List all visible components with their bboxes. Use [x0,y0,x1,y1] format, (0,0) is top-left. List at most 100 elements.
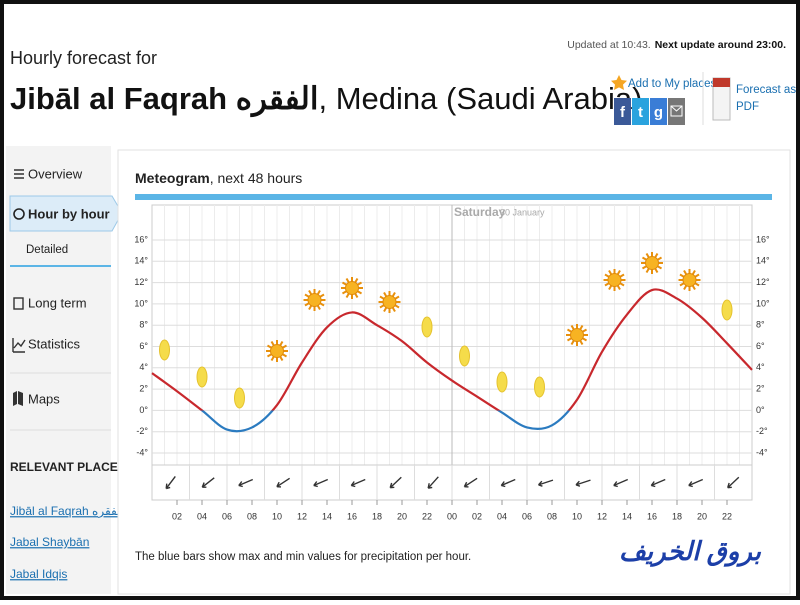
y-tick-label-right: 16° [756,234,770,244]
wind-arrow [500,478,516,488]
nav-item[interactable]: Long term [28,295,87,310]
moon-icon [196,366,208,388]
facebook-button[interactable] [614,98,631,125]
wind-arrow [350,478,366,488]
y-tick-label: 10° [134,298,148,308]
y-tick-label: 16° [134,234,148,244]
stats-icon [12,338,26,353]
y-tick-label: 4° [139,362,148,372]
wind-arrow [389,476,402,489]
moon-icon [721,299,733,321]
y-tick-label: -4° [136,447,148,457]
star-icon [611,75,627,91]
nav-subitem[interactable]: Detailed [26,244,68,256]
x-tick-label: 18 [672,511,682,521]
y-tick-label: 6° [139,341,148,351]
relevant-title: RELEVANT PLACES [10,460,126,474]
pdf-link[interactable]: PDF [736,101,759,113]
sun-icon [382,295,397,309]
nav-item[interactable]: Maps [28,391,60,406]
watermark: بروق الخريف [619,536,762,567]
nav-item[interactable]: Overview [28,166,83,181]
moon-icon [496,371,508,393]
wind-arrow [650,478,666,488]
sun-icon [682,273,697,287]
nav-item[interactable]: Hour by hour [28,206,110,221]
google-button[interactable] [650,98,667,125]
y-tick-label-right: 4° [756,362,765,372]
add-place-link[interactable]: Add to My places [628,78,716,90]
moon-icon [234,387,245,409]
sun-rays [341,277,363,299]
place-link[interactable]: Jabal Shaybān [10,535,89,549]
x-tick-label: 14 [622,511,632,521]
sun-rays [603,269,626,291]
y-tick-label-right: 0° [756,405,765,415]
date-label: 30 January [500,207,545,217]
y-tick-label-right: -2° [756,426,768,436]
x-tick-label: 16 [347,511,357,521]
place-link[interactable]: Jabal Idqis [10,567,67,581]
x-tick-label: 02 [472,511,482,521]
wind-arrow [688,478,704,488]
header-title: Jibāl al Faqrah الفقره, Medina (Saudi Ar… [10,81,642,118]
moon-icon [534,376,545,398]
pdf-link[interactable]: Forecast as [736,84,796,96]
moon-icon [159,339,170,361]
wind-arrow [238,478,254,488]
x-tick-label: 08 [547,511,557,521]
sun-icon [570,328,584,342]
y-tick-label: 0° [139,405,148,415]
update-info: Updated at 10:43. Next update around 23:0… [567,39,786,51]
title-bar [135,194,772,200]
wind-arrow [276,477,291,488]
y-tick-label: 8° [139,320,148,330]
y-tick-label-right: 8° [756,320,765,330]
y-tick-label-right: 6° [756,341,765,351]
sun-icon [607,273,622,287]
sun-rays [303,289,326,311]
day-label: Saturday [454,205,506,219]
nav-item[interactable]: Statistics [28,336,81,351]
x-tick-label: 04 [497,511,507,521]
temperature-line [151,288,753,433]
sun-icon [270,344,284,358]
x-tick-label: 20 [397,511,407,521]
x-tick-label: 18 [372,511,382,521]
wind-arrow [313,478,329,488]
wind-arrow [463,477,478,488]
place-name: Jibāl al Faqrah الفقره [10,81,318,118]
twitter-button[interactable] [632,98,649,125]
footnote: The blue bars show max and min values fo… [135,551,471,563]
sun-icon [645,256,659,270]
twitter-letter: t [638,104,643,121]
sun-rays [641,252,663,274]
google-letter: g [654,104,663,121]
y-tick-label: -2° [136,426,148,436]
x-tick-label: 08 [247,511,257,521]
wind-arrow [727,476,740,489]
wind-arrow [201,477,215,488]
sun-rays [266,340,288,362]
x-tick-label: 06 [522,511,532,521]
wind-arrow [427,476,439,489]
x-tick-label: 20 [697,511,707,521]
wind-arrow [613,478,629,488]
x-tick-label: 10 [272,511,282,521]
x-tick-label: 04 [197,511,207,521]
facebook-letter: f [620,104,626,121]
y-tick-label-right: 2° [756,383,765,393]
x-tick-label: 22 [422,511,432,521]
x-tick-label: 14 [322,511,332,521]
x-tick-label: 12 [297,511,307,521]
content-panel [117,149,791,595]
y-tick-label: 12° [134,277,148,287]
sun-icon [345,281,359,295]
wind-arrow [165,475,176,490]
x-tick-label: 12 [597,511,607,521]
y-tick-label-right: 10° [756,298,770,308]
pdf-band [713,78,730,87]
header-subtitle: Hourly forecast for [10,48,157,68]
place-link[interactable]: Jibāl al Faqrah الفقره [10,504,124,518]
